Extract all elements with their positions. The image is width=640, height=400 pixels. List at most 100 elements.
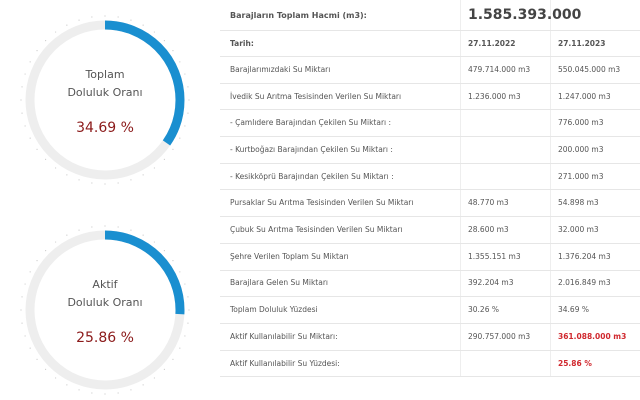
gauge-dot xyxy=(172,358,174,360)
gauge-dot xyxy=(45,250,47,252)
gauge-dot xyxy=(91,226,93,228)
cell-value: 28.600 m3 xyxy=(468,225,509,235)
gauge-subtitle: Doluluk Oranı xyxy=(67,86,142,99)
table-row: Aktif Kullanılabilir Su Miktarı: 290.757.… xyxy=(220,323,640,351)
gauge-dot xyxy=(24,283,26,285)
column-divider xyxy=(460,0,461,376)
gauge-dot xyxy=(117,16,119,18)
table-row: Barajlarımızdaki Su Miktarı 479.714.000 m… xyxy=(220,56,640,84)
gauge-dot xyxy=(29,61,31,63)
table-row: Çubuk Su Arıtma Tesisinden Verilen Su Mi… xyxy=(220,216,640,244)
cell-value: 48.770 m3 xyxy=(468,198,509,208)
gauge-dot xyxy=(78,19,80,21)
cell-label: Aktif Kullanılabilir Su Miktarı: xyxy=(230,331,338,341)
total-label: Barajların Toplam Hacmi (m3): xyxy=(230,10,367,20)
gauge-dot xyxy=(24,73,26,75)
cell-label: Çubuk Su Arıtma Tesisinden Verilen Su Mi… xyxy=(230,225,403,235)
total-value: 1.585.393.000 xyxy=(468,7,582,23)
gauge-dot xyxy=(184,125,186,127)
gauge-dot xyxy=(179,137,181,139)
gauge-dot xyxy=(29,347,31,349)
gauge-dot xyxy=(153,241,155,243)
table-row: Şehre Verilen Toplam Su Miktarı 1.355.151… xyxy=(220,243,640,271)
gauge-dot xyxy=(91,182,93,184)
gauge-dot xyxy=(24,125,26,127)
gauge-value: 34.69 % xyxy=(76,120,134,136)
gauge-dot xyxy=(188,309,190,311)
gauge-dot xyxy=(45,158,47,160)
cell-value: 34.69 % xyxy=(558,305,589,315)
date: 27.11.2022 xyxy=(468,38,516,48)
gauge-dot xyxy=(20,309,22,311)
cell-label: Toplam Doluluk Yüzdesi xyxy=(230,305,318,315)
gauge-dot xyxy=(163,250,165,252)
gauge-dot xyxy=(55,241,57,243)
gauge-dot xyxy=(91,16,93,18)
gauge-dot xyxy=(21,296,23,298)
date-row: Tarih: 27.11.2022 27.11.2023 xyxy=(220,30,640,57)
gauge-dot xyxy=(55,377,57,379)
gauge-dot xyxy=(153,167,155,169)
cell-value: 1.247.000 m3 xyxy=(558,91,611,101)
cell-label: İvedik Su Arıtma Tesisinden Verilen Su M… xyxy=(230,91,402,101)
gauge-title: Aktif xyxy=(92,278,118,291)
date: 27.11.2023 xyxy=(558,38,606,48)
gauge-dot xyxy=(55,31,57,33)
date-label: Tarih: xyxy=(230,38,254,48)
cell-value: 1.376.204 m3 xyxy=(558,251,611,261)
table-row: - Kurtboğazı Barajından Çekilen Su Mikta… xyxy=(220,136,640,164)
cell-value: 54.898 m3 xyxy=(558,198,599,208)
gauge-dot xyxy=(179,61,181,63)
gauge-dot xyxy=(172,260,174,262)
gauge-dot xyxy=(172,50,174,52)
cell-value: 392.204 m3 xyxy=(468,278,514,288)
cell-label: Barajlara Gelen Su Miktarı xyxy=(230,278,329,288)
gauge-dot xyxy=(163,40,165,42)
cell-label: Pursaklar Su Arıtma Tesisinden Verilen S… xyxy=(230,198,414,208)
gauge-dot xyxy=(24,335,26,337)
gauge-value: 25.86 % xyxy=(76,330,134,346)
gauge-dot xyxy=(187,322,189,324)
cell-value: 30.26 % xyxy=(468,305,499,315)
gauge-dot xyxy=(130,229,132,231)
gauge-subtitle: Doluluk Oranı xyxy=(67,296,142,309)
total-row: Barajların Toplam Hacmi (m3): 1.585.393.… xyxy=(220,0,640,31)
cell-value: 479.714.000 m3 xyxy=(468,64,531,74)
cell-value: 776.000 m3 xyxy=(558,118,604,128)
table-row: Pursaklar Su Arıtma Tesisinden Verilen S… xyxy=(220,190,640,218)
gauge-dot xyxy=(20,99,22,101)
gauge-dot xyxy=(130,179,132,181)
gauge-dot xyxy=(36,260,38,262)
gauge-dot xyxy=(163,368,165,370)
gauge-dot xyxy=(78,229,80,231)
gauge-panel: Toplam Doluluk Oranı 34.69 % Aktif Doluluk O… xyxy=(20,15,190,395)
gauge-dot xyxy=(104,225,106,227)
table-row: - Kesikköprü Barajından Çekilen Su Mikta… xyxy=(220,163,640,191)
gauge-dot xyxy=(45,368,47,370)
gauge-dot xyxy=(187,296,189,298)
cell-value: 290.757.000 m3 xyxy=(468,331,531,341)
gauge-dot xyxy=(153,377,155,379)
table-row: Toplam Doluluk Yüzdesi 30.26 % 34.69 % xyxy=(220,296,640,324)
cell-label: Barajlarımızdaki Su Miktarı xyxy=(230,64,331,74)
gauge-dot xyxy=(142,384,144,386)
gauge-dot xyxy=(179,271,181,273)
gauge-dot xyxy=(142,24,144,26)
cell-label: - Kurtboğazı Barajından Çekilen Su Mikta… xyxy=(230,144,393,154)
cell-value: 271.000 m3 xyxy=(558,171,604,181)
column-divider xyxy=(550,0,551,376)
gauge-dot xyxy=(187,86,189,88)
gauge-dot xyxy=(104,393,106,395)
gauge-dot xyxy=(142,234,144,236)
gauge-dot xyxy=(163,158,165,160)
gauge-dot xyxy=(130,389,132,391)
cell-value: 25.86 % xyxy=(558,358,592,368)
gauge-dot xyxy=(29,271,31,273)
gauge-dot xyxy=(184,73,186,75)
gauge-dot xyxy=(55,167,57,169)
gauge-dot xyxy=(179,347,181,349)
gauge-dot xyxy=(21,112,23,114)
gauge-dot xyxy=(153,31,155,33)
gauge-dot xyxy=(104,15,106,17)
